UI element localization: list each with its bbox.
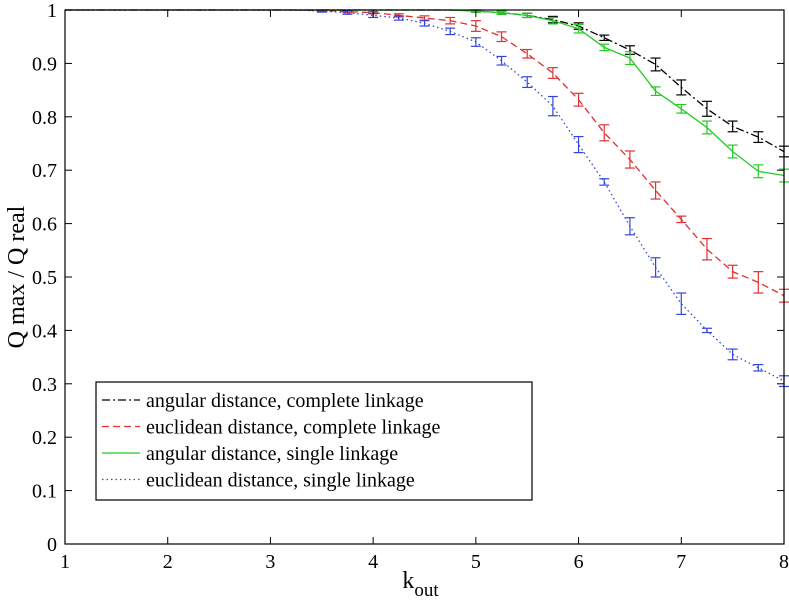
error-bar bbox=[727, 264, 738, 279]
x-tick-label: 4 bbox=[368, 551, 378, 573]
error-bar bbox=[573, 23, 584, 34]
x-tick-label: 6 bbox=[574, 551, 584, 573]
y-tick-label: 0.1 bbox=[32, 481, 57, 503]
y-tick-label: 0.7 bbox=[32, 160, 57, 182]
error-bar bbox=[599, 34, 610, 42]
legend-label: angular distance, complete linkage bbox=[146, 390, 424, 412]
x-tick-label: 3 bbox=[265, 551, 275, 573]
error-bar bbox=[445, 27, 456, 36]
x-tick-label: 1 bbox=[60, 551, 70, 573]
legend-box bbox=[95, 381, 533, 501]
error-bar bbox=[573, 135, 584, 154]
error-bar bbox=[522, 48, 533, 59]
error-bar bbox=[470, 37, 481, 47]
error-bar bbox=[445, 16, 456, 25]
error-bar bbox=[676, 215, 687, 224]
legend-label: angular distance, single linkage bbox=[146, 443, 398, 465]
error-bar bbox=[701, 120, 712, 135]
error-bar bbox=[650, 257, 661, 278]
error-bar bbox=[701, 327, 712, 334]
y-tick-label: 0.2 bbox=[32, 427, 57, 449]
error-bar bbox=[753, 131, 764, 144]
error-bar bbox=[573, 92, 584, 107]
y-tick-label: 0.6 bbox=[32, 214, 57, 236]
error-bar bbox=[624, 51, 635, 66]
error-bar bbox=[342, 10, 353, 15]
error-bar bbox=[701, 237, 712, 261]
x-axis-label-main: k bbox=[402, 568, 414, 594]
error-bar bbox=[727, 348, 738, 361]
legend-entry: euclidean distance, single linkage bbox=[102, 470, 415, 492]
x-tick-label: 5 bbox=[471, 551, 481, 573]
error-bar bbox=[496, 55, 507, 66]
error-bar bbox=[496, 31, 507, 43]
error-bar bbox=[753, 271, 764, 294]
legend: angular distance, complete linkage euclid… bbox=[95, 381, 533, 501]
x-axis-label-subscript: out bbox=[414, 580, 439, 600]
error-bar bbox=[599, 178, 610, 186]
legend-entry: angular distance, complete linkage bbox=[102, 390, 424, 412]
error-bar bbox=[753, 363, 764, 372]
error-bar bbox=[470, 20, 481, 32]
y-tick-label: 1 bbox=[47, 0, 57, 22]
error-bar bbox=[547, 16, 558, 25]
y-axis-label: Q max / Q real bbox=[4, 205, 30, 348]
error-bar bbox=[727, 120, 738, 133]
y-tick-label: 0 bbox=[47, 534, 57, 556]
series-line bbox=[65, 9, 785, 297]
x-axis-label: kout bbox=[402, 568, 439, 600]
y-tick-label: 0.9 bbox=[32, 53, 57, 75]
legend-entry: angular distance, single linkage bbox=[102, 443, 398, 465]
error-bar bbox=[676, 79, 687, 96]
error-bar bbox=[727, 144, 738, 159]
error-bar bbox=[599, 43, 610, 52]
y-tick-label: 0.5 bbox=[32, 267, 57, 289]
error-bar bbox=[701, 100, 712, 117]
error-bar bbox=[650, 57, 661, 72]
legend-label: euclidean distance, complete linkage bbox=[146, 417, 440, 439]
error-bar bbox=[753, 164, 764, 179]
error-bar bbox=[624, 150, 635, 169]
error-bar bbox=[599, 124, 610, 142]
legend-label: euclidean distance, single linkage bbox=[146, 470, 415, 492]
y-tick-label: 0.3 bbox=[32, 374, 57, 396]
error-bar bbox=[496, 10, 507, 15]
ticks-layer: 1 2 3 4 5 6 7 8 0 0.1 0.2 0.3 0.4 0.5 0.6 0.7 0.8 0.9 1 bbox=[32, 0, 789, 573]
error-bar bbox=[676, 103, 687, 114]
x-tick-label: 7 bbox=[676, 551, 686, 573]
error-bar bbox=[393, 15, 404, 21]
error-bar bbox=[547, 95, 558, 117]
error-bar bbox=[419, 20, 430, 27]
error-bar bbox=[676, 292, 687, 315]
y-tick-label: 0.4 bbox=[32, 320, 57, 342]
x-tick-label: 8 bbox=[779, 551, 789, 573]
error-bar bbox=[522, 12, 533, 19]
x-tick-label: 2 bbox=[163, 551, 173, 573]
error-bar bbox=[547, 67, 558, 79]
error-bar bbox=[522, 76, 533, 89]
y-tick-label: 0.8 bbox=[32, 107, 57, 129]
error-bar bbox=[624, 217, 635, 236]
error-bar bbox=[650, 86, 661, 97]
legend-entry: euclidean distance, complete linkage bbox=[102, 417, 440, 439]
error-bar bbox=[650, 181, 661, 200]
